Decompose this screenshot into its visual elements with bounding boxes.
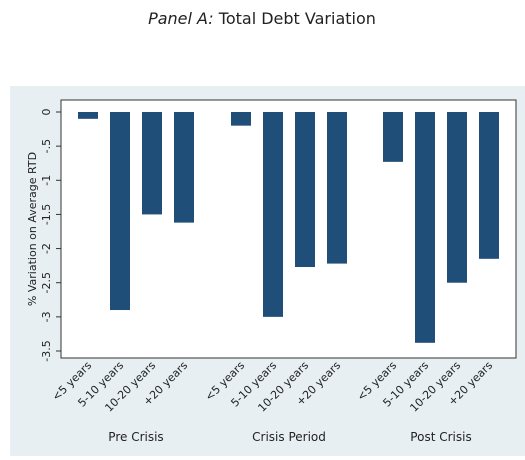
bar: [110, 112, 130, 311]
y-tick-label: -2: [40, 243, 53, 254]
bar: [447, 112, 467, 283]
bar: [231, 112, 251, 126]
bar: [383, 112, 403, 162]
y-tick-label: -.5: [40, 139, 53, 153]
y-tick-label: -1: [40, 175, 53, 186]
bar: [327, 112, 347, 264]
bar: [263, 112, 283, 317]
group-label: Post Crisis: [410, 430, 471, 444]
title-text: Total Debt Variation: [218, 9, 376, 28]
y-tick-label: -1.5: [40, 204, 53, 225]
plot-area: [60, 99, 517, 359]
bar: [295, 112, 315, 268]
group-label: Crisis Period: [252, 430, 326, 444]
bar: [479, 112, 499, 259]
y-tick-label: -3: [40, 311, 53, 322]
y-tick-label: -3.5: [40, 340, 53, 361]
title-prefix: Panel A:: [148, 9, 214, 28]
group-label: Pre Crisis: [108, 430, 163, 444]
bar: [142, 112, 162, 215]
bar: [174, 112, 194, 223]
bar: [415, 112, 435, 343]
y-tick-label: 0: [40, 109, 53, 116]
y-axis-label: % Variation on Average RTD: [26, 152, 39, 306]
chart-title: Panel A: Total Debt Variation: [148, 9, 376, 28]
y-tick-label: -2.5: [40, 272, 53, 293]
bar: [78, 112, 98, 119]
